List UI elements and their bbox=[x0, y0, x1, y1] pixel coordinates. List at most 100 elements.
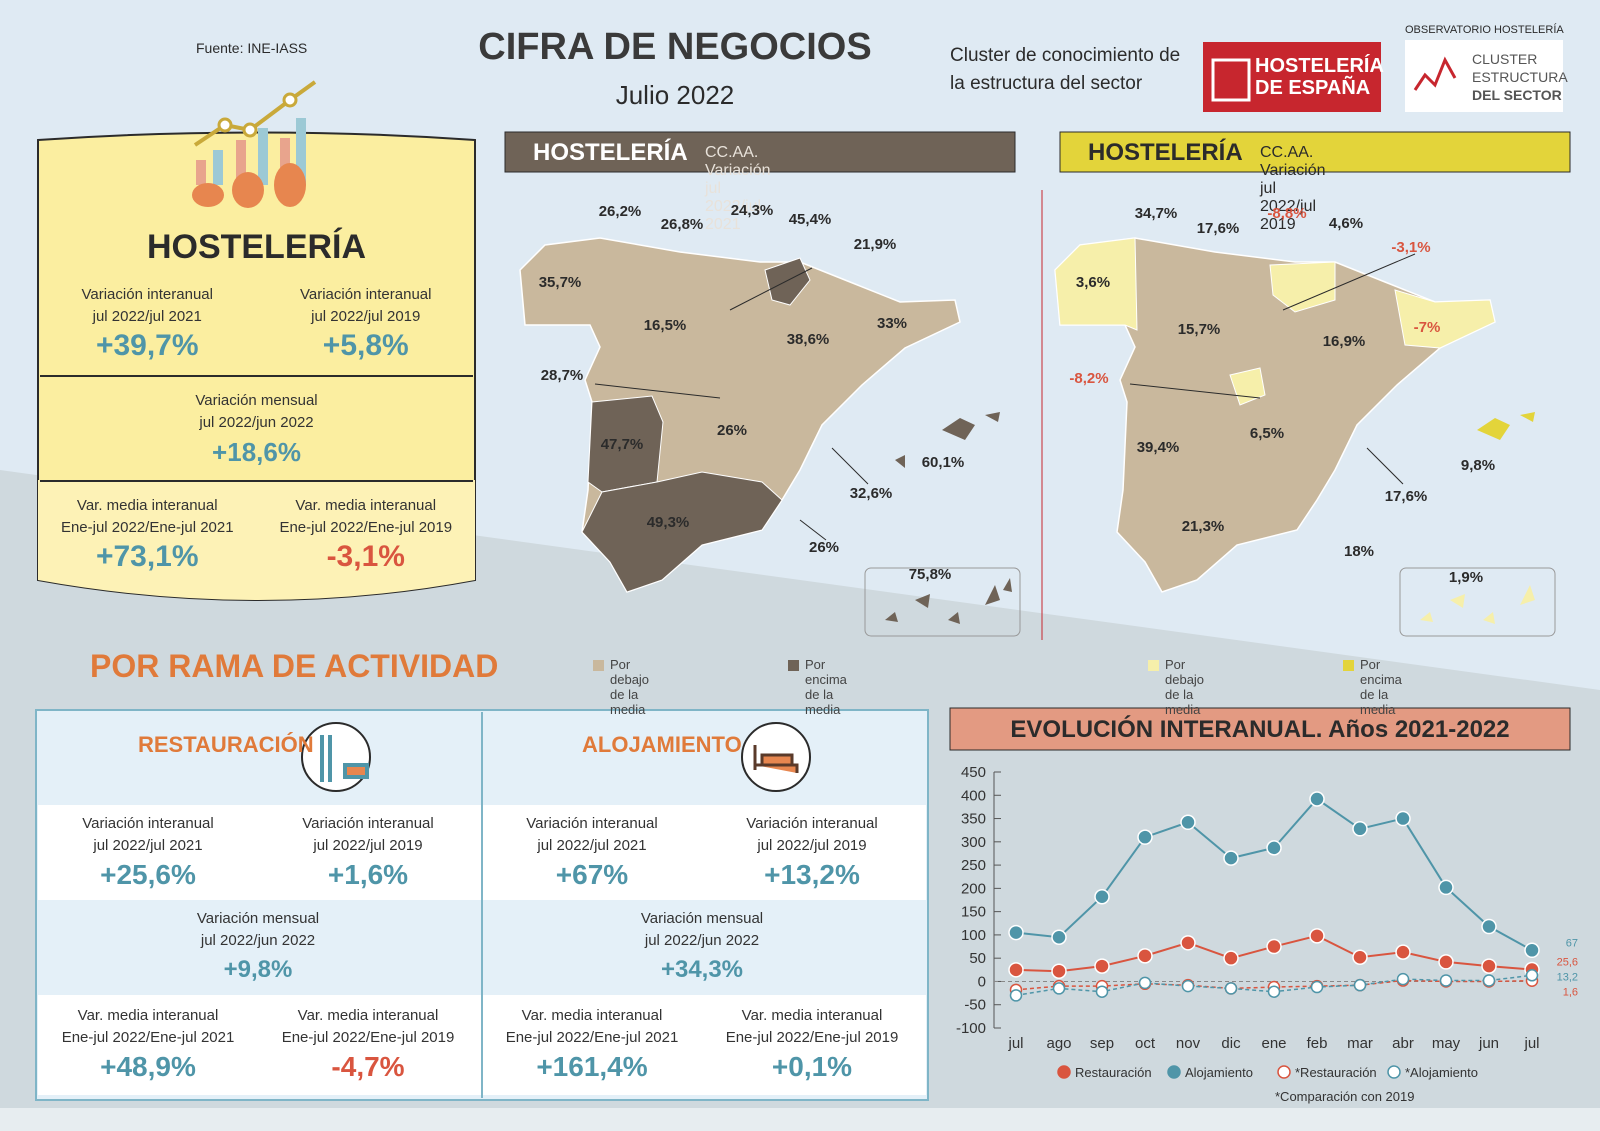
stat-row: Variación interanual jul 2022/jul 2021 +39… bbox=[38, 278, 475, 370]
x-tick-label: jul bbox=[1523, 1035, 1539, 1052]
stat: Var. media interanual Ene-jul 2022/Ene-ju… bbox=[258, 1005, 478, 1085]
stat-value: +1,6% bbox=[327, 858, 409, 890]
y-tick-label: 300 bbox=[961, 834, 986, 851]
chart-header bbox=[949, 707, 1571, 751]
stat-row: Variación mensual jul 2022/jun 2022 +9,8% bbox=[38, 900, 478, 995]
stat-label: jul 2022/jun 2022 bbox=[644, 931, 760, 949]
region-label: 49,3% bbox=[646, 514, 690, 531]
y-tick-label: 50 bbox=[969, 950, 986, 967]
x-tick-label: ago bbox=[1046, 1035, 1071, 1052]
data-point bbox=[1138, 976, 1152, 990]
legend-label: Restauración bbox=[1075, 1065, 1152, 1080]
stat: Var. media interanual Ene-jul 2022/Ene-ju… bbox=[702, 1005, 922, 1085]
region-label: 32,6% bbox=[849, 485, 893, 502]
x-tick-label: may bbox=[1432, 1035, 1461, 1052]
text: CLUSTER bbox=[1472, 51, 1538, 67]
stat-label: jul 2022/jul 2021 bbox=[92, 308, 202, 325]
stat-value: +13,2% bbox=[764, 858, 860, 890]
text: ESTRUCTURA bbox=[1472, 69, 1568, 85]
data-point bbox=[1051, 963, 1067, 979]
stat-label: jul 2022/jul 2021 bbox=[537, 836, 647, 854]
data-point bbox=[1524, 942, 1540, 959]
legend-marker bbox=[1277, 1065, 1291, 1079]
stat-value: +9,8% bbox=[223, 955, 293, 983]
stat-label: Var. media interanual bbox=[76, 497, 218, 514]
legend-marker bbox=[1387, 1065, 1401, 1079]
y-tick-label: 350 bbox=[961, 811, 986, 828]
leader-line bbox=[831, 447, 869, 485]
stat-label: jul 2022/jul 2019 bbox=[757, 836, 867, 854]
data-point bbox=[1266, 840, 1282, 856]
region-label: 16,5% bbox=[643, 317, 687, 334]
stat-value: -3,1% bbox=[326, 540, 405, 573]
region-label: 16,9% bbox=[1322, 333, 1366, 350]
stat-label: Variación interanual bbox=[302, 814, 434, 832]
stat-row: Variación mensual jul 2022/jun 2022 +34,3% bbox=[482, 900, 922, 995]
data-point bbox=[1395, 810, 1411, 827]
stat: Variación mensual jul 2022/jun 2022 +9,8% bbox=[38, 908, 478, 988]
legend-marker bbox=[1167, 1065, 1181, 1079]
data-point bbox=[1051, 929, 1067, 945]
region-label: 17,6% bbox=[1196, 220, 1240, 237]
chart-note: *Comparación con 2019 bbox=[1275, 1089, 1414, 1104]
value-label: 1,6 bbox=[1563, 987, 1578, 999]
data-point bbox=[1052, 982, 1066, 995]
stat-label: Var. media interanual bbox=[77, 1007, 219, 1024]
legend-swatch bbox=[1148, 660, 1159, 671]
region-label: 35,7% bbox=[538, 274, 582, 291]
y-tick-label: 450 bbox=[961, 764, 986, 781]
region-label: 15,7% bbox=[1177, 321, 1221, 338]
stat: Var. media interanual Ene-jul 2022/Ene-ju… bbox=[38, 1005, 258, 1085]
stat-label: Var. media interanual bbox=[741, 1007, 883, 1024]
x-tick-label: dic bbox=[1221, 1035, 1241, 1052]
legend-label: Por debajo de la media bbox=[1165, 657, 1205, 717]
stat-value: +25,6% bbox=[100, 858, 196, 890]
stat-value: +0,1% bbox=[771, 1051, 853, 1082]
region-label: 21,3% bbox=[1181, 518, 1225, 535]
y-tick-label: -100 bbox=[956, 1020, 986, 1037]
region-label: 26% bbox=[716, 422, 748, 439]
region-label: 21,9% bbox=[853, 236, 897, 253]
region-label: 6,5% bbox=[1249, 425, 1285, 442]
stat-label: Var. media interanual bbox=[297, 1007, 439, 1024]
stat-value: +161,4% bbox=[536, 1051, 648, 1082]
lodging-icon-detail bbox=[753, 745, 799, 773]
data-point bbox=[1396, 972, 1410, 986]
stat-value: +39,7% bbox=[95, 329, 199, 362]
x-tick-label: abr bbox=[1392, 1035, 1414, 1052]
x-tick-label: oct bbox=[1135, 1035, 1156, 1052]
text: Cluster de conocimiento de bbox=[950, 45, 1181, 66]
leader-line bbox=[594, 383, 721, 399]
data-point bbox=[1481, 918, 1497, 935]
map-header bbox=[1059, 131, 1571, 173]
data-point bbox=[1223, 950, 1239, 966]
branch-name: RESTAURACIÓN bbox=[138, 732, 314, 757]
stat-value: +18,6% bbox=[212, 437, 301, 467]
stat-value: +73,1% bbox=[95, 540, 199, 573]
x-tick-label: ene bbox=[1261, 1035, 1286, 1052]
leader-line bbox=[1366, 447, 1404, 485]
data-point bbox=[1310, 980, 1324, 994]
legend-label: Por encima de la media bbox=[805, 657, 847, 717]
data-point bbox=[1481, 958, 1497, 974]
stat: Variación interanual jul 2022/jul 2019 +1,… bbox=[258, 813, 478, 893]
chart-title: EVOLUCIÓN INTERANUAL. Años 2021-2022 bbox=[1010, 715, 1509, 743]
y-tick-label: -50 bbox=[964, 997, 986, 1014]
y-tick-label: 200 bbox=[961, 880, 986, 897]
inset-frame bbox=[1399, 567, 1556, 637]
text: DE ESPAÑA bbox=[1255, 77, 1371, 99]
stat-label: jul 2022/jun 2022 bbox=[199, 414, 314, 431]
region-label: 39,4% bbox=[1136, 439, 1180, 456]
leader-line bbox=[729, 267, 813, 311]
stat-label: jul 2022/jul 2019 bbox=[311, 308, 421, 325]
x-tick-label: sep bbox=[1090, 1035, 1114, 1052]
data-point bbox=[1482, 974, 1496, 987]
region-label: -7% bbox=[1413, 319, 1441, 336]
stat-row: Variación mensual jul 2022/jun 2022 +18,6% bbox=[38, 385, 475, 475]
stat: Variación mensual jul 2022/jun 2022 +18,6% bbox=[38, 390, 475, 470]
map bbox=[1054, 237, 1556, 637]
data-point bbox=[1439, 974, 1453, 987]
y-tick-label: 250 bbox=[961, 857, 986, 874]
text: HOSTELERÍA bbox=[1255, 55, 1384, 77]
